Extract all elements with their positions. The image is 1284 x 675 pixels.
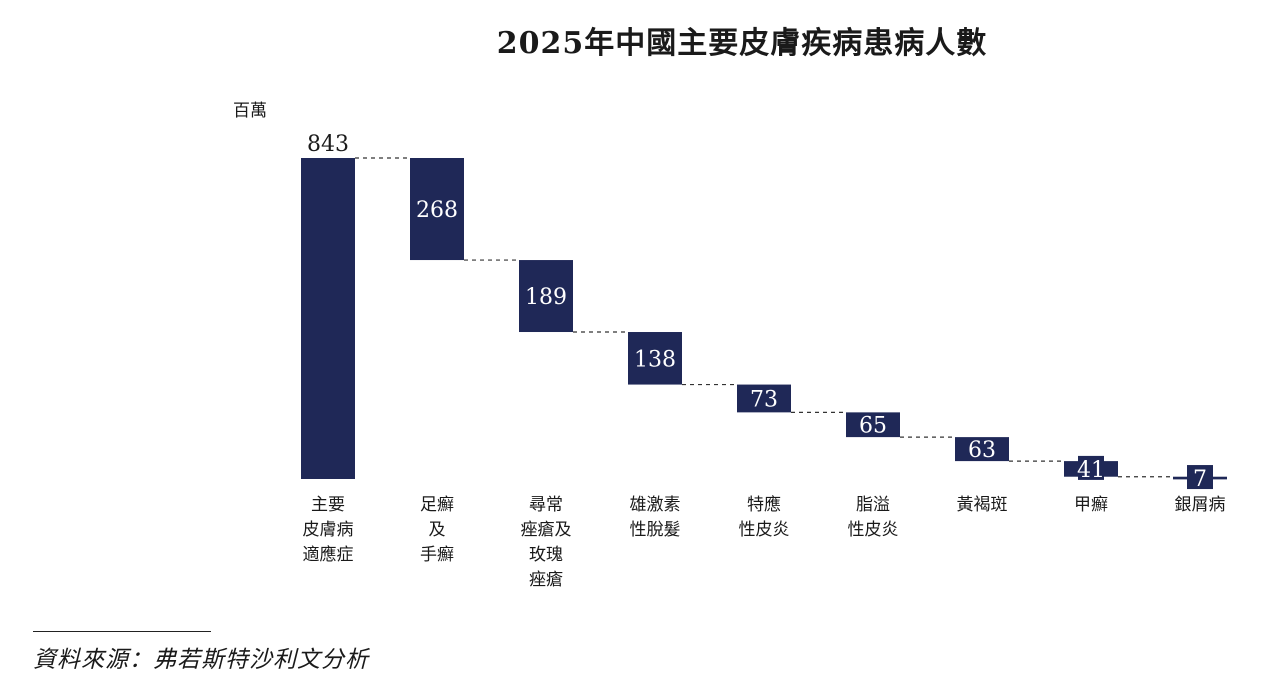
value-label: 41 — [1077, 458, 1105, 483]
category-label: 及 — [429, 520, 446, 540]
bar-2 — [410, 158, 464, 261]
value-label: 843 — [307, 132, 349, 157]
source-divider — [33, 631, 211, 632]
category-label: 痤瘡 — [529, 570, 563, 590]
category-label: 皮膚病 — [303, 520, 354, 540]
chart-title: 2025年中國主要皮膚疾病患病人數 — [496, 26, 988, 61]
category-label: 甲癬 — [1074, 495, 1108, 515]
category-label: 足癬 — [420, 495, 454, 515]
category-label: 適應症 — [303, 544, 354, 565]
value-label-background — [1078, 455, 1104, 480]
bar-5 — [737, 384, 791, 413]
category-label: 玫瑰 — [529, 545, 563, 565]
category-label: 特應 — [747, 494, 781, 515]
category-label: 銀屑病 — [1175, 495, 1226, 515]
category-label: 性脫髮 — [630, 520, 681, 540]
value-label: 268 — [416, 198, 458, 223]
category-label: 主要 — [311, 495, 345, 515]
value-label: 73 — [750, 387, 778, 412]
category-label: 性皮炎 — [848, 520, 899, 540]
value-label: 138 — [634, 347, 676, 372]
value-label: 7 — [1193, 467, 1207, 492]
value-label-background — [1187, 465, 1213, 490]
category-label: 脂溢 — [856, 495, 890, 515]
category-label: 尋常 — [529, 495, 563, 515]
bar-6 — [846, 412, 900, 438]
bar-total — [301, 158, 355, 479]
y-unit-label: 百萬 — [233, 101, 267, 121]
category-label: 手癬 — [420, 545, 454, 565]
category-label: 黃褐斑 — [957, 495, 1008, 515]
connector-lines — [355, 157, 1173, 478]
category-label: 痤瘡及 — [521, 520, 572, 540]
category-label: 性皮炎 — [739, 520, 790, 540]
value-label: 189 — [525, 285, 567, 310]
value-labels: 843 268 189 138 73 65 63 41 7 — [307, 132, 1213, 492]
value-label: 65 — [859, 414, 887, 439]
bars — [301, 158, 1227, 480]
value-label: 63 — [968, 438, 996, 463]
bar-3 — [519, 260, 573, 333]
bar-7 — [955, 437, 1009, 462]
source-note: 資料來源：弗若斯特沙利文分析 — [33, 647, 369, 673]
category-label: 雄激素 — [630, 495, 681, 515]
bar-4 — [628, 332, 682, 385]
